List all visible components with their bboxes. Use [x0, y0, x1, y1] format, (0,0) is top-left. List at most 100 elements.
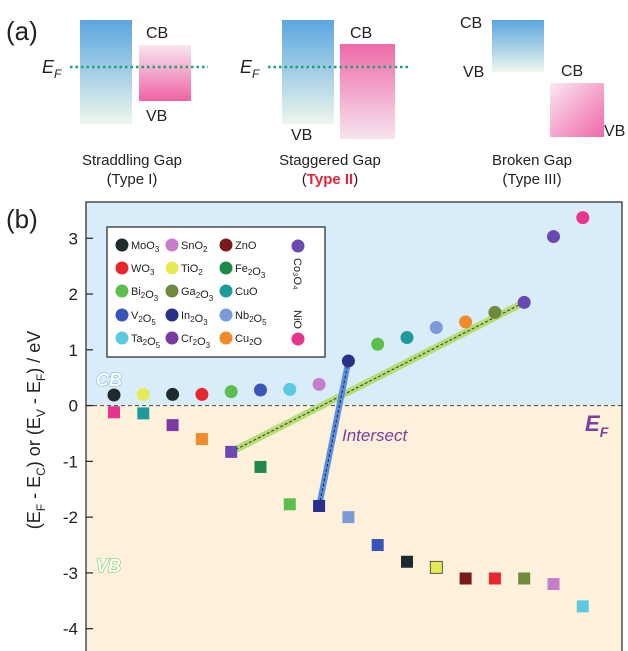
type1-diagram: CB VB EF Straddling Gap (Type I) — [42, 20, 208, 188]
type2-caption-line1: Staggered Gap — [279, 152, 381, 169]
cb-point-moo3 — [166, 387, 180, 401]
vb-point-cu2o — [195, 433, 208, 446]
legend-label-co3o4: Co₃O₄ — [291, 258, 303, 290]
legend-label: CuO — [235, 286, 258, 298]
cb-point-ga2o3 — [488, 305, 502, 319]
cb-point-in2o3 — [341, 354, 355, 368]
legend-marker — [115, 261, 129, 275]
vb-point-co3o4 — [225, 445, 238, 458]
cb-point-sno2 — [312, 377, 326, 391]
vb-point-tio2 — [429, 560, 443, 574]
y-axis-label: (EF - EC) or (EV - EF) / eV — [24, 331, 48, 529]
type3-caption-line1: Broken Gap — [492, 152, 572, 169]
legend-label: Fe2O3 — [235, 263, 266, 280]
legend-marker — [115, 308, 129, 322]
type2-caption-line2: (Type II) — [302, 171, 358, 188]
type1-vb-label: VB — [146, 108, 167, 125]
legend-label: V2O5 — [131, 310, 156, 327]
panel-b: (b) 3 2 1 0 -1 -2 -3 -4 (EF - EC) or (EV - EF) … — [6, 201, 623, 651]
legend-marker — [165, 238, 179, 252]
type2-diagram: CB VB EF Staggered Gap (Type II) — [240, 20, 410, 188]
type1-cb-block — [80, 20, 132, 124]
type2-ef-label: EF — [240, 57, 260, 81]
legend-marker — [219, 331, 233, 345]
type1-caption-line2: (Type I) — [107, 171, 158, 188]
vb-point-in2o3 — [313, 499, 326, 512]
vb-point-cr2o3 — [166, 419, 179, 432]
green-trend-line — [227, 298, 528, 456]
legend-label: Cu2O — [235, 333, 263, 348]
legend-marker-co3o4 — [291, 239, 305, 253]
y-tick-label: 2 — [69, 285, 78, 304]
vb-point-sno2 — [547, 578, 560, 591]
type2-vb-label: VB — [291, 127, 312, 144]
vb-point-zno — [459, 572, 472, 585]
legend-marker — [165, 308, 179, 322]
vb-point-ta2o5 — [576, 600, 589, 613]
legend-marker — [115, 238, 129, 252]
legend-box — [106, 226, 326, 358]
panel-a: (a) CB VB EF Straddling Gap (Type I) CB … — [6, 15, 625, 188]
type2-cb-block — [282, 20, 334, 124]
vb-point-cuo — [137, 407, 150, 420]
legend-label: Cr2O3 — [181, 333, 211, 350]
cb-point-moo3 — [107, 388, 121, 402]
legend-label-nio: NiO — [291, 310, 303, 329]
cb-point-nio — [576, 211, 590, 225]
y-tick-label: -1 — [63, 452, 78, 471]
cb-point-bi2o3 — [371, 337, 385, 351]
cb-region-label: CB — [96, 370, 122, 390]
vb-point-v2o5 — [371, 539, 384, 552]
legend-marker — [165, 284, 179, 298]
legend-marker-nio — [291, 332, 305, 346]
vb-point-wo3 — [488, 572, 501, 585]
legend-label: ZnO — [235, 240, 257, 252]
vb-point-ga2o3 — [518, 572, 531, 585]
vb-region — [86, 405, 622, 651]
blue-trend-line — [316, 357, 352, 509]
legend-label: In2O3 — [181, 310, 208, 327]
cb-point-cu2o — [459, 315, 473, 329]
type3-vb-block — [550, 83, 604, 137]
type1-cb-label: CB — [146, 25, 168, 42]
y-axis-ticks: 3 2 1 0 -1 -2 -3 -4 — [63, 229, 93, 639]
y-tick-label: 3 — [69, 229, 78, 248]
y-tick-label: -3 — [63, 564, 78, 583]
cb-point-v2o5 — [254, 383, 267, 397]
y-tick-label: 1 — [69, 341, 78, 360]
y-tick-label: -2 — [63, 508, 78, 527]
cb-point-co3o4 — [517, 295, 531, 309]
type3-diagram: CB VB CB VB Broken Gap (Type III) — [460, 15, 625, 188]
cb-point-tio2 — [136, 387, 150, 401]
legend-entries: MoO3 SnO2 ZnO WO3 TiO2 Fe2O3 Bi2O3 Ga2O3 CuO V2O5… — [115, 238, 267, 350]
legend-marker — [115, 331, 129, 345]
vb-point-nb2o5 — [342, 511, 355, 524]
ef-label: EF — [585, 411, 609, 440]
legend-marker — [219, 308, 233, 322]
type2-vb-block — [340, 44, 395, 139]
legend-label: WO3 — [131, 263, 155, 277]
legend-label: MoO3 — [131, 240, 160, 254]
type3-vb2-label: VB — [604, 123, 625, 140]
intersect-label: Intersect — [342, 426, 408, 445]
legend-label: Nb2O5 — [235, 310, 267, 327]
legend-marker — [165, 331, 179, 345]
vb-point-nio — [108, 406, 120, 419]
type3-cb2-label: CB — [561, 63, 583, 80]
vb-point-fe2o3 — [254, 460, 267, 473]
legend-marker — [165, 261, 179, 275]
type3-cb-block — [492, 20, 544, 72]
y-tick-label: -4 — [63, 620, 78, 639]
trend-lines — [227, 298, 528, 509]
type1-vb-block — [139, 45, 191, 101]
cb-point-cuo — [400, 331, 414, 345]
type3-cb1-label: CB — [460, 15, 482, 32]
cb-point-nb2o5 — [429, 320, 443, 334]
type1-ef-label: EF — [42, 57, 62, 81]
vb-point-bi2o3 — [283, 498, 296, 511]
legend: MoO3 SnO2 ZnO WO3 TiO2 Fe2O3 Bi2O3 Ga2O3 CuO V2O5… — [106, 226, 326, 358]
cb-point-co3o4 — [547, 230, 560, 244]
data-points — [107, 211, 590, 613]
legend-label: Bi2O3 — [131, 286, 159, 303]
